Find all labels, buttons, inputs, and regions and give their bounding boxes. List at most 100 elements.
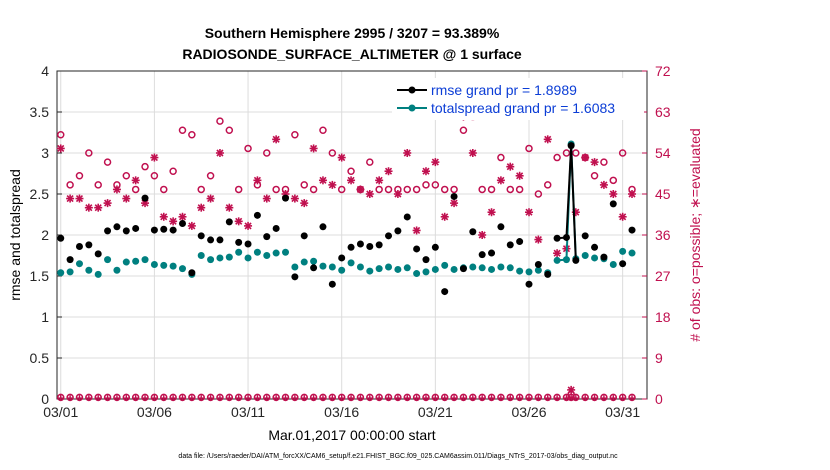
obs-evaluated-zero-marker bbox=[245, 395, 252, 402]
y-right-tick-label: 27 bbox=[655, 268, 671, 284]
obs-evaluated-zero-marker bbox=[357, 395, 364, 402]
legend: rmse grand pr = 1.8989 totalspread grand… bbox=[392, 78, 644, 120]
totalspread-point bbox=[169, 262, 177, 270]
obs-evaluated-marker bbox=[244, 221, 253, 230]
y-tick-label: 4 bbox=[41, 63, 49, 79]
obs-evaluated-zero-marker bbox=[216, 395, 223, 402]
obs-possible-marker bbox=[300, 181, 308, 189]
obs-evaluated-marker bbox=[150, 153, 159, 162]
totalspread-point bbox=[394, 265, 402, 273]
obs-possible-marker bbox=[103, 158, 112, 166]
obs-evaluated-marker bbox=[534, 235, 543, 244]
obs-evaluated-stroke bbox=[122, 194, 130, 203]
totalspread-point bbox=[338, 266, 346, 274]
grid bbox=[57, 71, 647, 399]
obs-evaluated-zero-marker bbox=[263, 395, 270, 402]
obs-evaluated-zero-marker bbox=[591, 395, 598, 402]
obs-evaluated-stroke bbox=[197, 204, 205, 212]
rmse-point bbox=[553, 234, 561, 242]
obs-evaluated-marker bbox=[412, 226, 421, 235]
obs-evaluated-marker bbox=[112, 185, 121, 194]
totalspread-point bbox=[207, 256, 215, 264]
obs-possible-marker bbox=[487, 185, 496, 194]
totalspread-point bbox=[282, 248, 290, 256]
obs-possible-marker bbox=[534, 190, 543, 198]
obs-evaluated-marker bbox=[272, 135, 281, 144]
totalspread-point bbox=[469, 263, 477, 271]
obs-evaluated-marker bbox=[318, 176, 327, 185]
obs-evaluated-marker bbox=[337, 153, 346, 162]
obs-evaluated-stroke bbox=[244, 222, 252, 230]
rmse-line-segment bbox=[565, 145, 573, 238]
rmse-point bbox=[525, 280, 533, 288]
obs-possible-marker bbox=[375, 185, 383, 194]
obs-possible-marker bbox=[422, 181, 430, 189]
rmse-point bbox=[431, 243, 439, 251]
obs-evaluated-zero-marker bbox=[572, 395, 579, 402]
obs-possible-marker bbox=[478, 185, 486, 194]
obs-possible-marker bbox=[590, 172, 599, 180]
obs-evaluated-marker bbox=[525, 208, 533, 217]
obs-evaluated-zero-marker bbox=[497, 395, 504, 402]
rmse-point bbox=[441, 288, 449, 296]
chart-title-line1: Southern Hemisphere 2995 / 3207 = 93.389… bbox=[205, 25, 500, 41]
totalspread-series bbox=[57, 140, 636, 278]
obs-evaluated-zero-marker bbox=[432, 395, 439, 402]
legend-spread-marker bbox=[408, 104, 416, 112]
obs-evaluated-stroke bbox=[413, 226, 421, 235]
totalspread-point bbox=[431, 265, 439, 273]
rmse-point bbox=[469, 228, 477, 236]
rmse-point bbox=[235, 238, 243, 246]
obs-evaluated-zero-marker bbox=[451, 395, 458, 402]
totalspread-point bbox=[441, 261, 449, 269]
totalspread-point bbox=[132, 257, 140, 265]
obs-evaluated-stroke bbox=[104, 199, 112, 207]
obs-evaluated-stroke bbox=[590, 158, 599, 166]
obs-possible-marker bbox=[75, 172, 84, 180]
obs-evaluated-stroke bbox=[207, 194, 215, 203]
obs-possible-marker bbox=[216, 117, 224, 125]
obs-evaluated-stroke bbox=[225, 204, 233, 212]
x-tick-label: 03/31 bbox=[605, 404, 640, 420]
rmse-point bbox=[366, 242, 374, 250]
x-tick-label: 03/26 bbox=[511, 404, 546, 420]
obs-possible-marker bbox=[366, 158, 374, 166]
totalspread-point bbox=[628, 249, 636, 257]
totalspread-point bbox=[263, 252, 271, 259]
obs-evaluated-zero-marker bbox=[319, 395, 326, 402]
obs-evaluated-stroke bbox=[525, 208, 533, 216]
obs-possible-marker bbox=[431, 181, 440, 189]
obs-evaluated-marker bbox=[609, 190, 618, 198]
totalspread-point bbox=[422, 268, 430, 276]
rmse-point bbox=[197, 232, 205, 240]
y-tick-label: 1.5 bbox=[30, 268, 50, 284]
obs-possible-marker bbox=[272, 185, 280, 194]
obs-evaluated-zero-marker bbox=[142, 395, 149, 402]
axis-ticks: 0 0.5 1 1.5 2 2.5 3 3.5 4 0 9 18 27 36 45 54 63 72 03/01 03… bbox=[30, 63, 671, 420]
totalspread-point bbox=[178, 265, 186, 273]
rmse-series bbox=[57, 142, 636, 296]
obs-possible-marker bbox=[543, 181, 552, 189]
x-tick-label: 03/01 bbox=[43, 404, 78, 420]
obs-evaluated-marker bbox=[375, 176, 384, 185]
totalspread-point bbox=[310, 257, 318, 265]
obs-evaluated-marker bbox=[421, 167, 430, 176]
legend-rmse-marker bbox=[408, 86, 416, 94]
obs-evaluated-zero-marker bbox=[404, 395, 411, 402]
obs-evaluated-zero-marker bbox=[310, 395, 317, 402]
obs-evaluated-stroke bbox=[338, 153, 346, 162]
obs-possible-marker bbox=[384, 185, 393, 194]
obs-evaluated-marker bbox=[103, 199, 112, 208]
totalspread-point bbox=[216, 254, 224, 262]
obs-evaluated-marker bbox=[169, 217, 178, 226]
obs-evaluated-zero-marker bbox=[291, 395, 298, 402]
totalspread-point bbox=[244, 254, 252, 262]
obs-evaluated-stroke bbox=[375, 176, 383, 184]
obs-evaluated-stroke bbox=[300, 199, 308, 207]
rmse-point bbox=[282, 194, 290, 202]
obs-possible-marker bbox=[609, 176, 618, 185]
rmse-point bbox=[413, 245, 421, 253]
totalspread-point bbox=[253, 248, 261, 256]
obs-possible-marker bbox=[131, 185, 140, 194]
obs-evaluated-marker bbox=[234, 217, 243, 226]
